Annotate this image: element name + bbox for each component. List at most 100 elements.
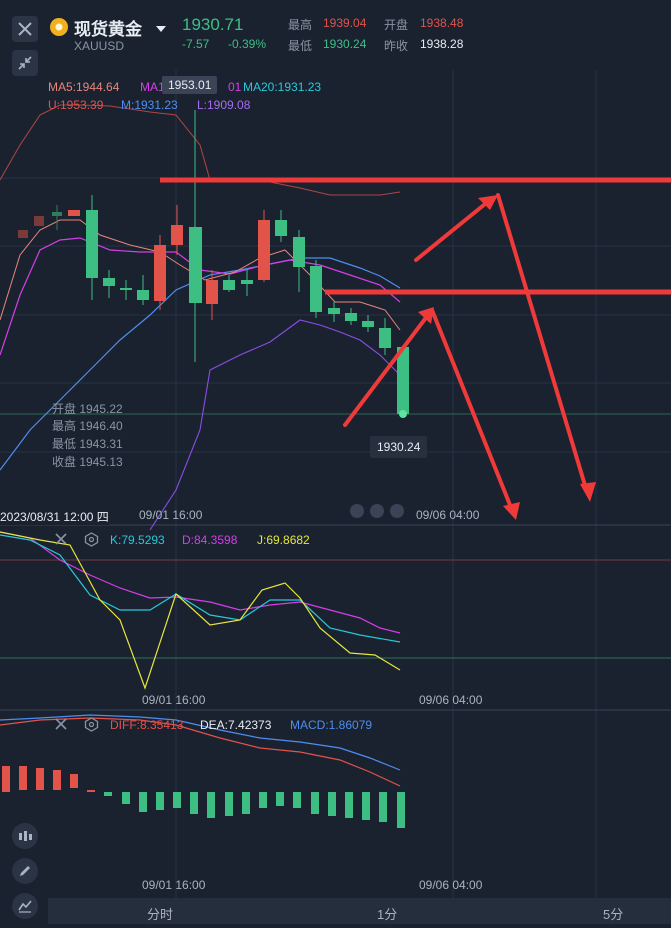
crosshair-price-label: 1953.01 (162, 76, 218, 94)
ma10-line (0, 237, 401, 356)
time-tick: 09/01 16:00 (142, 693, 206, 707)
kdj-d-value: D:84.3598 (182, 533, 238, 547)
time-tick: 09/01 16:00 (139, 508, 203, 522)
candle (120, 288, 132, 290)
candle (206, 280, 218, 304)
ohlc-close: 收盘 1945.13 (52, 455, 123, 469)
candle (275, 220, 287, 236)
last-low-tag: 1930.24 (370, 436, 428, 458)
low-value: 1930.24 (323, 37, 367, 51)
dea-line (0, 714, 401, 771)
candlestick-icon (19, 831, 32, 841)
time-tick: 09/06 04:00 (419, 878, 483, 892)
draw-button[interactable] (12, 858, 38, 884)
collapse-button[interactable] (12, 50, 38, 76)
close-icon[interactable] (54, 717, 68, 736)
candle (18, 230, 28, 238)
kdj-d-line (0, 531, 401, 634)
indicator-button[interactable] (12, 893, 38, 919)
last-price-dot (399, 410, 407, 418)
candle (34, 216, 44, 226)
arrow-up-mid[interactable] (343, 313, 430, 427)
candle (328, 308, 340, 314)
candle (137, 290, 149, 300)
diff-line (0, 717, 401, 787)
caret-down-icon[interactable] (156, 20, 166, 38)
ohlc-low: 最低 1943.31 (52, 437, 123, 451)
open-value: 1938.48 (420, 16, 464, 30)
macd-dea-value: DEA:7.42373 (200, 718, 272, 732)
close-icon[interactable] (54, 532, 68, 551)
candle (362, 321, 374, 327)
price-change: -7.57 (182, 37, 210, 51)
prev-close-value: 1938.28 (420, 37, 464, 51)
ohlc-open: 开盘 1945.22 (52, 402, 123, 416)
boll-upper-value: U:1953.39 (48, 98, 104, 112)
candle (293, 237, 305, 267)
last-price: 1930.71 (182, 15, 244, 34)
candle (154, 245, 166, 301)
macd-histogram (2, 766, 405, 828)
ohlc-high: 最高 1946.40 (52, 419, 123, 433)
candle (258, 220, 270, 280)
candle (223, 280, 235, 290)
candle-latest[interactable] (397, 347, 409, 414)
candle (310, 266, 322, 312)
forecast-arrows[interactable] (343, 193, 589, 512)
candle (52, 212, 62, 216)
candle (241, 280, 253, 284)
high-label: 最高 (288, 18, 313, 32)
candle (189, 227, 202, 303)
kdj-k-value: K:79.5293 (110, 533, 165, 547)
quote-header (0, 0, 671, 70)
boll-lower-line (149, 319, 401, 531)
gold-coin-icon (50, 18, 68, 36)
price-change-pct: -0.39% (228, 37, 267, 51)
crosshair-date-label: 2023/08/31 12:00 四 (0, 508, 109, 525)
pager-dots[interactable] (350, 504, 404, 518)
candle (345, 313, 357, 321)
candle (379, 328, 391, 348)
settings-icon[interactable] (84, 532, 99, 552)
candle (103, 278, 115, 286)
close-button[interactable] (12, 16, 38, 42)
ma20-line (0, 257, 401, 471)
period-tabs (48, 898, 671, 924)
instrument-symbol: XAUUSD (74, 39, 125, 53)
macd-value: MACD:1.86079 (290, 718, 373, 732)
boll-mid-value: M:1931.23 (121, 98, 178, 112)
open-label: 开盘 (384, 18, 409, 32)
time-tick: 09/01 16:00 (142, 878, 206, 892)
candle-type-button[interactable] (12, 823, 38, 849)
settings-icon[interactable] (84, 717, 99, 737)
high-value: 1939.04 (323, 16, 367, 30)
tab-timeshare[interactable]: 分时 (147, 907, 174, 922)
ma5-value: MA5:1944.64 (48, 80, 120, 94)
macd-diff-value: DIFF:8.35413 (110, 718, 184, 732)
collapse-icon (18, 56, 32, 70)
ma10-value-tail: 01 (228, 80, 242, 94)
candle (171, 225, 183, 245)
candlesticks (18, 110, 409, 418)
tab-5min[interactable]: 5分 (603, 907, 624, 922)
ma10-value: MA1 (140, 80, 165, 94)
chart-canvas[interactable] (0, 70, 671, 900)
ma20-value: MA20:1931.23 (243, 80, 322, 94)
prev-close-label: 昨收 (384, 39, 409, 53)
tab-1min[interactable]: 1分 (377, 907, 398, 922)
candle (86, 210, 98, 278)
kdj-k-line (0, 534, 401, 643)
arrow-heads (418, 195, 596, 520)
candle (68, 210, 80, 216)
boll-upper-line (0, 104, 401, 196)
pencil-icon (20, 866, 30, 876)
kdj-j-line (0, 531, 401, 690)
indicator-icon (18, 900, 32, 913)
instrument-title[interactable]: 现货黄金 (74, 20, 142, 39)
low-label: 最低 (288, 39, 313, 53)
boll-lower-value: L:1909.08 (197, 98, 251, 112)
kdj-j-value: J:69.8682 (257, 533, 310, 547)
arrow-down-mid[interactable] (430, 308, 514, 512)
close-icon (18, 22, 32, 36)
arrow-up-right[interactable] (414, 198, 492, 262)
